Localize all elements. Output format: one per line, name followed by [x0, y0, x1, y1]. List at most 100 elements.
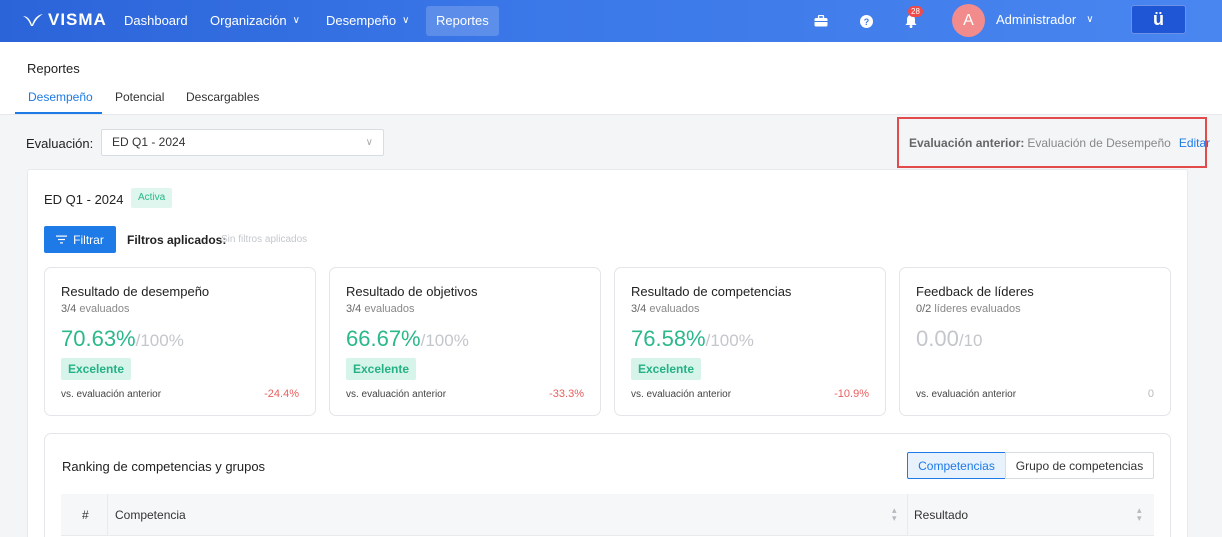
card-delta: -10.9%: [834, 388, 869, 400]
filter-icon: [56, 233, 68, 247]
card-evaluated-count: 0/2: [916, 303, 932, 315]
column-divider: [107, 494, 108, 536]
card-evaluated-count: 3/4: [346, 303, 362, 315]
card-comparison-label: vs. evaluación anterior: [346, 389, 447, 400]
help-icon[interactable]: ?: [856, 11, 876, 31]
metric-card-desempeno: Resultado de desempeño 3/4 evaluados 70.…: [44, 267, 316, 416]
metric-card-objetivos: Resultado de objetivos 3/4 evaluados 66.…: [329, 267, 601, 416]
previous-evaluation: Evaluación anterior: Evaluación de Desem…: [897, 117, 1211, 168]
evaluation-select[interactable]: ED Q1 - 2024 ∨: [101, 129, 384, 156]
card-score-max: /10: [958, 331, 983, 350]
evaluation-select-value: ED Q1 - 2024: [112, 135, 186, 149]
metric-card-competencias: Resultado de competencias 3/4 evaluados …: [614, 267, 886, 416]
filter-button[interactable]: Filtrar: [44, 226, 116, 253]
card-evaluated-text: evaluados: [646, 303, 700, 315]
tab-desempeno[interactable]: Desempeño: [28, 90, 93, 104]
card-evaluated-text: evaluados: [361, 303, 415, 315]
active-tab-indicator: [15, 112, 102, 114]
card-evaluated-text: líderes evaluados: [931, 303, 1021, 315]
card-title: Resultado de desempeño: [61, 284, 210, 299]
card-delta: 0: [1147, 388, 1154, 400]
card-subtitle: 0/2 líderes evaluados: [916, 303, 1021, 315]
card-comparison-label: vs. evaluación anterior: [61, 389, 162, 400]
bell-icon[interactable]: [901, 11, 921, 31]
nav-desempeno-label: Desempeño: [326, 13, 397, 28]
column-divider: [907, 494, 908, 536]
tab-descargables[interactable]: Descargables: [186, 90, 260, 104]
avatar-letter: A: [963, 11, 974, 29]
card-evaluated-count: 3/4: [61, 303, 77, 315]
card-subtitle: 3/4 evaluados: [631, 303, 700, 315]
card-score: 66.67%/100%: [346, 326, 469, 352]
column-header-resultado[interactable]: Resultado: [914, 508, 969, 522]
chevron-down-icon: ∨: [292, 15, 300, 26]
page-header: Reportes Desempeño Potencial Descargable…: [0, 42, 1222, 115]
card-comparison-label: vs. evaluación anterior: [916, 389, 1017, 400]
card-evaluated-text: evaluados: [76, 303, 130, 315]
sort-icon[interactable]: ▴ ▾: [1137, 505, 1142, 523]
logo-text: VISMA: [48, 10, 107, 29]
column-header-rank: #: [82, 508, 89, 522]
card-score-max: /100%: [135, 331, 184, 350]
applied-filters-value: Sin filtros aplicados: [221, 234, 308, 245]
status-badge: Activa: [131, 188, 173, 208]
chevron-down-icon: ∨: [1086, 14, 1094, 25]
panel-title: ED Q1 - 2024: [44, 192, 124, 207]
ranking-title: Ranking de competencias y grupos: [62, 459, 266, 474]
user-name: Administrador: [996, 12, 1077, 27]
visma-logo[interactable]: VISMA: [22, 10, 107, 30]
column-header-competencia[interactable]: Competencia: [115, 508, 186, 522]
tab-potencial[interactable]: Potencial: [115, 90, 165, 104]
evaluation-label: Evaluación:: [26, 136, 94, 151]
previous-evaluation-value: Evaluación de Desempeño: [1027, 135, 1171, 150]
card-score-max: /100%: [420, 331, 469, 350]
notification-badge: 28: [908, 6, 923, 17]
sort-icon[interactable]: ▴ ▾: [892, 505, 897, 523]
brand-app-button[interactable]: ü: [1131, 5, 1186, 34]
card-title: Resultado de competencias: [631, 284, 792, 299]
toggle-grupo-competencias[interactable]: Grupo de competencias: [1005, 452, 1154, 479]
nav-organizacion-label: Organización: [210, 13, 287, 28]
card-score-max: /100%: [705, 331, 754, 350]
card-evaluated-count: 3/4: [631, 303, 647, 315]
previous-evaluation-label: Evaluación anterior:: [909, 135, 1025, 150]
card-comparison-label: vs. evaluación anterior: [631, 389, 732, 400]
avatar[interactable]: A: [952, 4, 985, 37]
ranking-table-header: # Competencia ▴ ▾ Resultado ▴ ▾: [61, 494, 1154, 536]
page-title: Reportes: [27, 61, 80, 76]
card-delta: -33.3%: [549, 388, 584, 400]
rating-badge: Excelente: [346, 358, 417, 380]
card-score-value: 0.00: [916, 326, 959, 351]
rating-badge: Excelente: [61, 358, 132, 380]
card-score-value: 76.58%: [631, 326, 706, 351]
top-navigation-bar: VISMA Dashboard Organización ∨ Desempeño…: [0, 0, 1222, 42]
brand-app-label: ü: [1153, 9, 1164, 29]
chevron-down-icon: ∨: [402, 15, 410, 26]
card-score-value: 70.63%: [61, 326, 136, 351]
nav-reportes[interactable]: Reportes: [426, 6, 499, 36]
nav-desempeno[interactable]: Desempeño ∨: [316, 6, 419, 36]
nav-dashboard[interactable]: Dashboard: [114, 6, 198, 36]
card-score: 76.58%/100%: [631, 326, 754, 352]
card-score-value: 66.67%: [346, 326, 421, 351]
nav-reportes-label: Reportes: [436, 13, 489, 28]
card-title: Feedback de líderes: [916, 284, 1034, 299]
applied-filters-label: Filtros aplicados:: [127, 233, 227, 247]
briefcase-icon[interactable]: [811, 11, 831, 31]
nav-dashboard-label: Dashboard: [124, 13, 188, 28]
report-panel: ED Q1 - 2024 Activa Filtrar Filtros apli…: [27, 169, 1188, 537]
card-subtitle: 3/4 evaluados: [346, 303, 415, 315]
card-score: 0.00/10: [916, 326, 982, 352]
ranking-section: Ranking de competencias y grupos Compete…: [44, 433, 1171, 537]
edit-previous-evaluation-link[interactable]: Editar: [1178, 135, 1211, 150]
toggle-competencias[interactable]: Competencias: [907, 452, 1006, 479]
card-score: 70.63%/100%: [61, 326, 184, 352]
metric-card-feedback-lideres: Feedback de líderes 0/2 líderes evaluado…: [899, 267, 1171, 416]
filter-button-label: Filtrar: [73, 232, 104, 247]
svg-text:?: ?: [863, 17, 869, 27]
user-menu[interactable]: Administrador ∨: [996, 12, 1094, 27]
visma-logo-icon: [23, 14, 43, 26]
card-delta: -24.4%: [264, 388, 299, 400]
card-subtitle: 3/4 evaluados: [61, 303, 130, 315]
nav-organizacion[interactable]: Organización ∨: [200, 6, 310, 36]
